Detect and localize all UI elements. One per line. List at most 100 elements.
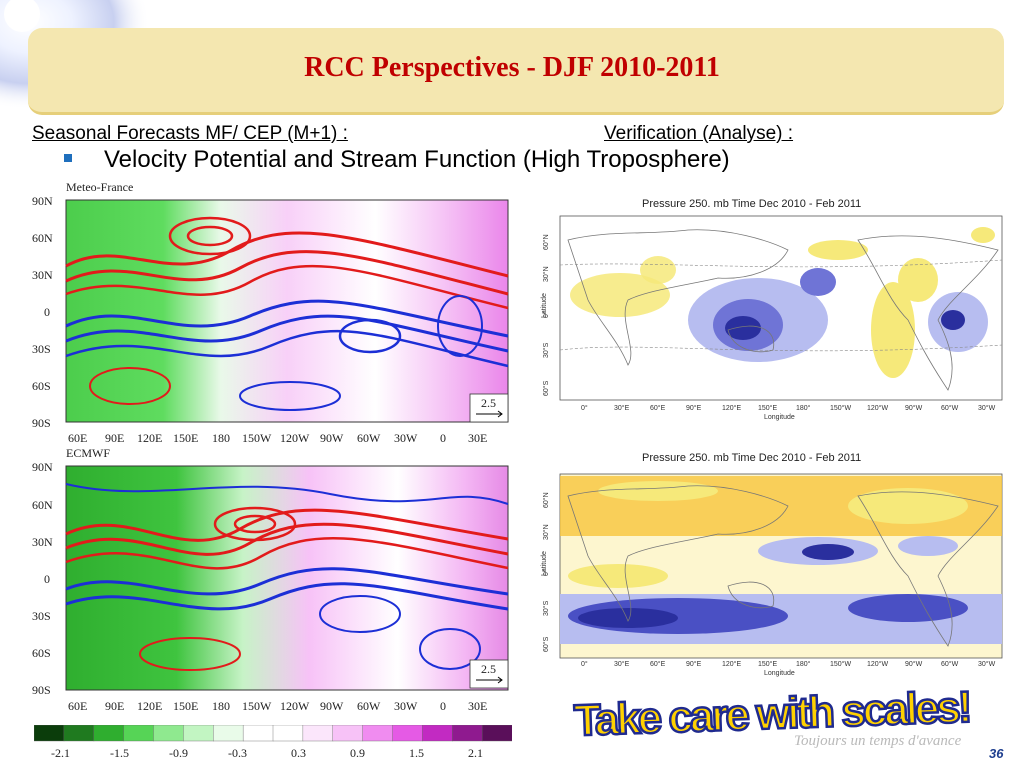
lon-tick: 60W — [357, 431, 381, 445]
lon-tick: 120°W — [867, 404, 888, 412]
lon-tick: 150°E — [758, 660, 777, 668]
colorbar-legend: -2.1 -1.5 -0.9 -0.3 0.3 0.9 1.5 2.1 — [34, 725, 512, 760]
longitude-label: Longitude — [764, 670, 795, 677]
colorbar-label: -0.3 — [228, 746, 247, 760]
longitude-label: Longitude — [764, 414, 795, 421]
vector-scale-label: 2.5 — [481, 396, 496, 410]
continent-outlines — [567, 229, 999, 391]
lon-tick: 180° — [796, 660, 811, 668]
lon-tick: 60°W — [941, 660, 959, 668]
forecast-map-ecmwf: ECMWF 2.5 90N 60N 30N 0 30S 60S 90S 60E … — [30, 444, 520, 718]
colorbar-swatch — [183, 725, 214, 742]
lon-tick: 150W — [242, 699, 272, 713]
forecast-subtitle: Seasonal Forecasts MF/ CEP (M+1) : — [32, 123, 348, 144]
colorbar-swatch — [213, 725, 244, 742]
anomaly-fields — [560, 476, 1002, 644]
lon-tick: 90°E — [686, 404, 702, 412]
lon-tick: 60°E — [650, 660, 666, 668]
lon-tick: 30W — [394, 699, 418, 713]
continent-outlines — [567, 485, 999, 647]
lon-tick: 30°E — [614, 404, 630, 412]
colorbar-swatch — [123, 725, 155, 742]
lon-tick: 150E — [173, 699, 198, 713]
bullet-square-icon — [64, 154, 72, 162]
lat-tick: 60S — [32, 379, 51, 393]
verification-map-top: Pressure 250. mb Time Dec 2010 - Feb 201… — [528, 190, 1018, 422]
lon-tick: 150W — [242, 431, 272, 445]
colorbar-swatch — [452, 725, 483, 742]
lon-tick: 90°E — [686, 660, 702, 668]
colorbar-label: 1.5 — [409, 746, 424, 760]
page-number: 36 — [989, 746, 1004, 761]
lon-tick: 0 — [440, 431, 446, 445]
colorbar-swatch — [302, 725, 334, 742]
lon-tick: 30°E — [614, 660, 630, 668]
forecast-map-meteo-france: Meteo-France 2.5 90N 60N 30N 0 30S 60S 9… — [30, 176, 520, 448]
lat-tick: 60°S — [542, 636, 550, 652]
lon-tick: 120W — [280, 699, 310, 713]
colorbar-swatch — [362, 725, 394, 742]
lon-tick: 90W — [320, 431, 344, 445]
lon-tick: 90°W — [905, 660, 923, 668]
lon-tick: 60E — [68, 431, 87, 445]
take-care-warning: Take care with scales! — [572, 681, 971, 746]
lat-tick: 30°N — [542, 524, 550, 540]
lat-tick: 60N — [32, 498, 53, 512]
lon-tick: 0° — [581, 404, 588, 412]
colorbar-swatch — [392, 725, 423, 742]
slide-title: RCC Perspectives - DJF 2010-2011 — [304, 52, 720, 83]
latitude-label: Latitude — [541, 293, 548, 318]
lon-tick: 150°E — [758, 404, 777, 412]
lat-tick: 90N — [32, 194, 53, 208]
lon-tick: 0 — [440, 699, 446, 713]
colorbar-swatch — [153, 725, 184, 742]
verification-title: Pressure 250. mb Time Dec 2010 - Feb 201… — [642, 452, 861, 464]
colorbar-swatch — [272, 725, 304, 742]
lat-tick: 0° — [542, 569, 550, 576]
lat-tick: 30S — [32, 342, 51, 356]
colorbar-swatches — [34, 725, 512, 742]
lon-tick: 90E — [105, 699, 124, 713]
verification-title: Pressure 250. mb Time Dec 2010 - Feb 201… — [642, 198, 861, 210]
colorbar-swatch — [332, 725, 364, 742]
anomaly-fields — [570, 227, 995, 378]
lat-tick: 90S — [32, 416, 51, 430]
lat-tick: 60S — [32, 646, 51, 660]
lon-tick: 0° — [581, 660, 588, 668]
lon-tick: 90W — [320, 699, 344, 713]
lat-tick: 30N — [32, 535, 53, 549]
colorbar-label: 0.9 — [350, 746, 365, 760]
lon-tick: 150°W — [830, 660, 851, 668]
colorbar-swatch — [34, 725, 65, 742]
lat-tick: 90S — [32, 683, 51, 697]
model-label: Meteo-France — [66, 180, 133, 194]
lon-tick: 180 — [212, 699, 230, 713]
lon-tick: 60°E — [650, 404, 666, 412]
lon-tick: 120E — [137, 431, 162, 445]
colorbar-swatch — [481, 725, 512, 742]
lat-tick: 60°S — [542, 380, 550, 396]
lon-tick: 120°W — [867, 660, 888, 668]
lat-tick: 60°N — [542, 492, 550, 508]
lon-tick: 30W — [394, 431, 418, 445]
colorbar-label: 0.3 — [291, 746, 306, 760]
lon-tick: 120E — [137, 699, 162, 713]
verification-map-bottom: Pressure 250. mb Time Dec 2010 - Feb 201… — [528, 446, 1018, 678]
lat-tick: 30°S — [542, 600, 550, 616]
lat-tick: 60N — [32, 231, 53, 245]
model-label: ECMWF — [66, 446, 110, 460]
lon-tick: 60W — [357, 699, 381, 713]
lat-tick: 0° — [542, 311, 550, 318]
colorbar-swatch — [63, 725, 95, 742]
latitude-label: Latitude — [541, 551, 548, 576]
stream-function-contours — [65, 483, 509, 671]
lat-tick: 60°N — [542, 234, 550, 250]
lon-tick: 180° — [796, 404, 811, 412]
lon-tick: 30°W — [978, 660, 996, 668]
lon-tick: 30°W — [978, 404, 996, 412]
lon-tick: 180 — [212, 431, 230, 445]
lat-tick: 30°S — [542, 342, 550, 358]
lon-tick: 90°W — [905, 404, 923, 412]
lon-tick: 30E — [468, 431, 487, 445]
stream-function-contours — [65, 216, 509, 411]
